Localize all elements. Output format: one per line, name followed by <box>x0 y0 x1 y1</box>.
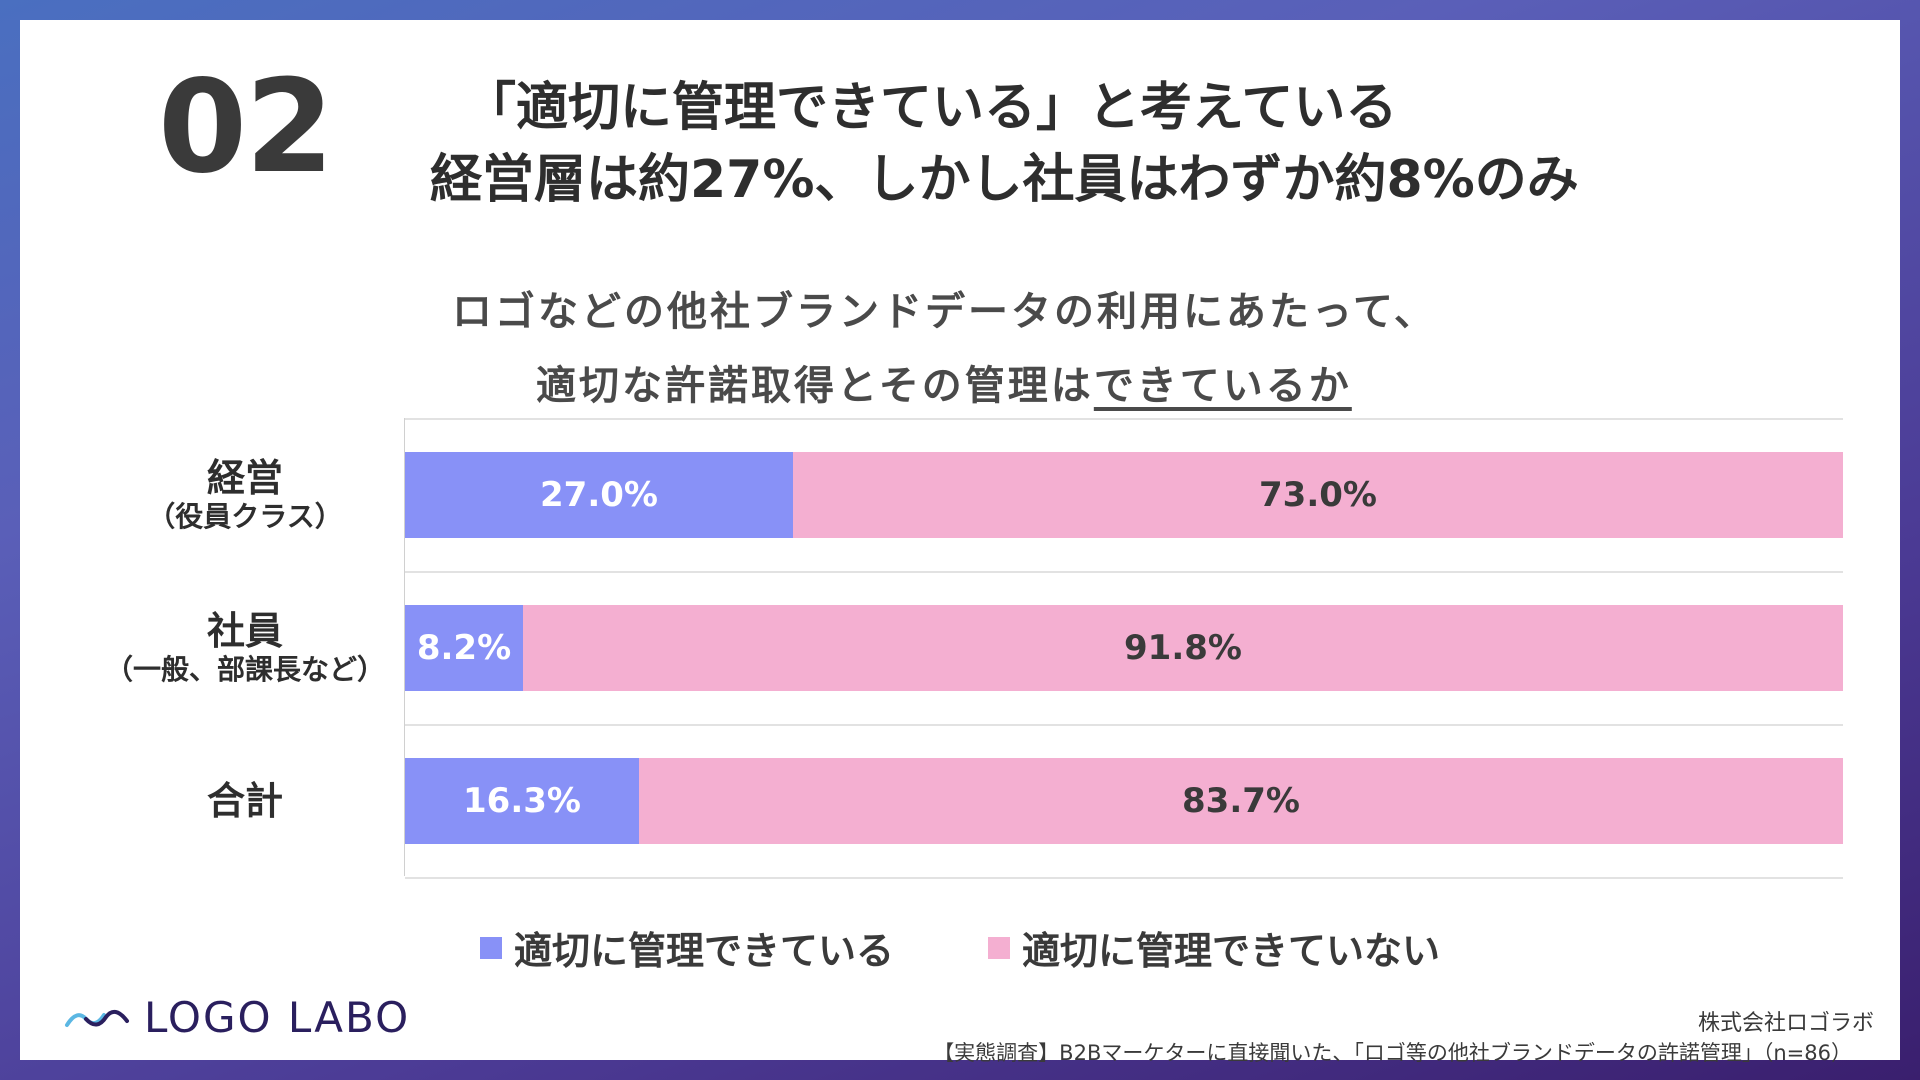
category-label-sub: （一般、部課長など） <box>104 653 385 686</box>
category-label: 社員 （一般、部課長など） <box>80 609 410 687</box>
legend-item: 適切に管理できている <box>480 920 894 975</box>
bar-segment <box>523 605 1843 691</box>
headline-line-2: 経営層は約27%、しかし社員はわずか約8%のみ <box>430 150 1579 210</box>
category-label-sub: （役員クラス） <box>147 500 343 533</box>
slide-card: 02 「適切に管理できている」と考えている 経営層は約27%、しかし社員はわずか… <box>20 20 1900 1065</box>
gridline <box>405 877 1843 879</box>
bar-segment <box>405 452 793 538</box>
survey-question: ロゴなどの他社ブランドデータの利用にあたって、 適切な許諾取得とその管理はできて… <box>20 275 1900 423</box>
bar-value-label: 91.8% <box>1124 628 1242 668</box>
bar-segment <box>405 758 639 844</box>
category-label-main: 経営 <box>206 456 283 500</box>
company-name: 株式会社ロゴラボ <box>1697 1011 1874 1036</box>
slide-number: 02 <box>158 53 334 202</box>
bar-segment <box>793 452 1843 538</box>
bar-value-label: 27.0% <box>540 475 658 515</box>
chart-plot-area: 27.0% 73.0% 8.2% 91.8% 16.3% 83.7% <box>404 418 1843 879</box>
headline: 「適切に管理できている」と考えている 経営層は約27%、しかし社員はわずか約8%… <box>430 72 1730 216</box>
legend-label: 適切に管理できている <box>514 929 895 973</box>
logo-labo-logo: LOGO LABO <box>64 993 410 1042</box>
category-label: 経営 （役員クラス） <box>80 456 410 534</box>
legend-swatch <box>480 936 502 959</box>
bar-value-label: 16.3% <box>463 781 581 821</box>
bar-value-label: 83.7% <box>1182 781 1300 821</box>
question-line-2-prefix: 適切な許諾取得とその管理は <box>536 363 1094 409</box>
legend-swatch <box>988 936 1010 959</box>
logo-wave-icon <box>65 1009 129 1027</box>
bar-segment <box>639 758 1843 844</box>
bar-value-label: 73.0% <box>1259 475 1377 515</box>
bar-value-label: 8.2% <box>416 628 512 668</box>
legend-label: 適切に管理できていない <box>1022 929 1441 973</box>
chart-legend: 適切に管理できている 適切に管理できていない <box>20 920 1900 973</box>
category-label: 合計 <box>80 779 410 823</box>
legend-item: 適切に管理できていない <box>988 920 1440 975</box>
headline-line-1: 「適切に管理できている」と考えている <box>464 78 1398 138</box>
source-footnote: 【実態調査】B2Bマーケターに直接聞いた、「ロゴ等の他社ブランドデータの許諾管理… <box>933 1041 1852 1065</box>
gridline <box>405 418 1843 420</box>
gridline <box>405 571 1843 573</box>
question-line-2-underlined: できているか <box>1093 363 1352 409</box>
question-line-2: 適切な許諾取得とその管理はできているか <box>20 349 1900 423</box>
logo-text: LOGO LABO <box>144 993 411 1042</box>
category-label-main: 社員 <box>206 609 283 653</box>
gridline <box>405 724 1843 726</box>
category-label-main: 合計 <box>206 779 283 823</box>
question-line-1: ロゴなどの他社ブランドデータの利用にあたって、 <box>452 289 1437 335</box>
bar-segment <box>405 605 523 691</box>
